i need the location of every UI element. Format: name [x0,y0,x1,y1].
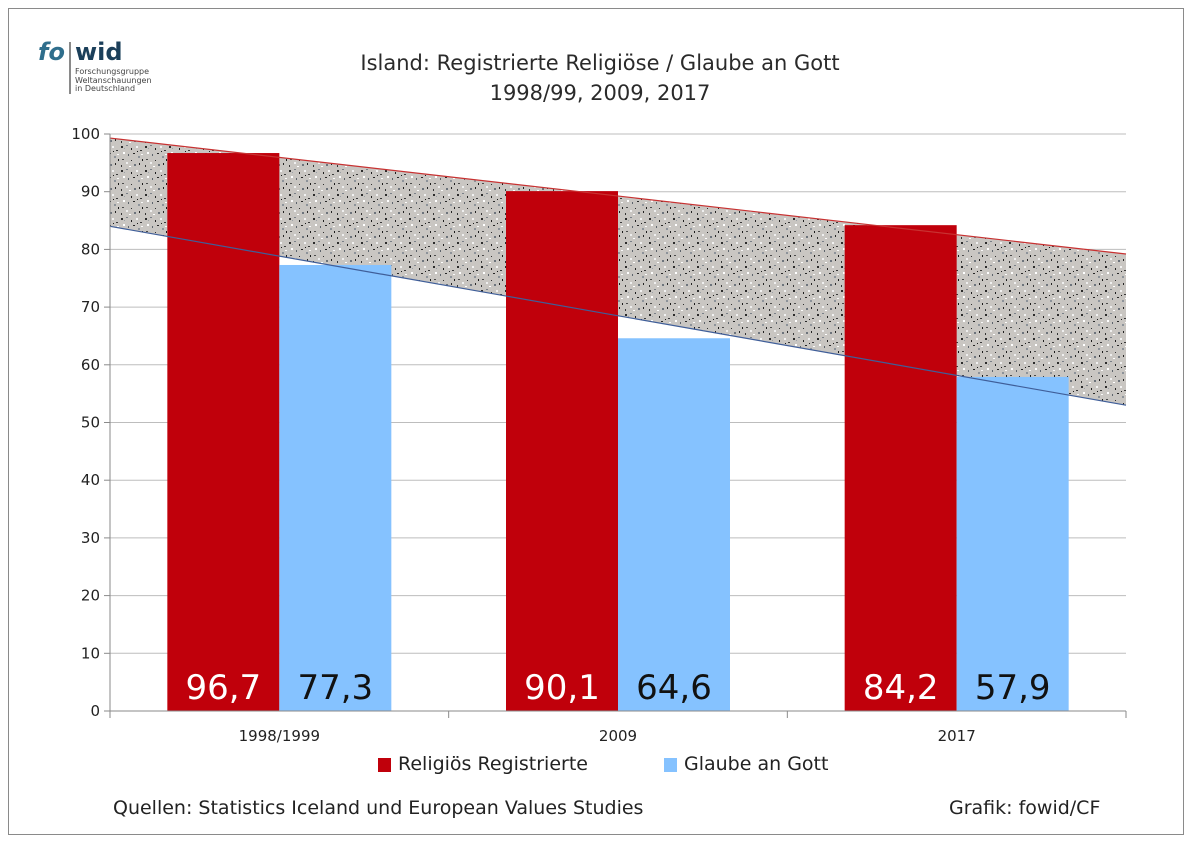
bar-registrierte [167,153,280,711]
y-tick-label: 10 [81,644,100,662]
value-label-glaube: 77,3 [297,668,373,708]
legend-label-registrierte: Religiös Registrierte [398,753,588,775]
logo-line-2: Weltanschauungen [75,75,152,85]
graphic-credit: Grafik: fowid/CF [949,797,1101,819]
x-axis-categories: 1998/1999 2009 2017 [239,727,976,745]
y-axis-ticks: 0 10 20 30 40 50 60 70 80 90 100 [71,125,110,720]
y-tick-label: 30 [81,529,100,547]
bar-series [167,153,1069,712]
y-tick-label: 70 [81,298,100,316]
chart-title-line-2: 1998/99, 2009, 2017 [489,81,711,105]
y-tick-label: 90 [81,183,100,201]
legend-swatch-glaube [664,758,677,772]
bar-registrierte [506,191,618,712]
bar-value-labels: 96,7 90,1 84,2 77,3 64,6 57,9 [185,668,1050,708]
trend-line-lower [109,225,1127,406]
fowid-logo: fo wid Forschungsgruppe Weltanschauungen… [38,38,158,98]
y-tick-label: 100 [71,125,100,143]
logo-mark-wid: wid [75,38,123,66]
chart-frame [8,8,1184,835]
trend-line-upper [109,137,1127,255]
y-tick-label: 20 [81,587,100,605]
x-category-label: 2009 [599,727,637,745]
x-category-label: 1998/1999 [239,727,320,745]
value-label-glaube: 64,6 [636,668,712,708]
bar-glaube [956,376,1069,711]
bar-glaube [279,264,392,711]
bar-registrierte [844,225,957,711]
y-tick-label: 80 [81,240,100,258]
value-label-registrierte: 84,2 [863,668,939,708]
x-category-label: 2017 [938,727,976,745]
y-tick-label: 0 [90,702,100,720]
y-tick-label: 40 [81,471,100,489]
y-tick-label: 50 [81,414,100,432]
source-note: Quellen: Statistics Iceland und European… [113,797,644,819]
chart-title-line-1: Island: Registrierte Religiöse / Glaube … [360,51,840,75]
value-label-glaube: 57,9 [975,668,1051,708]
logo-subtitle: Forschungsgruppe Weltanschauungen in Deu… [75,67,175,94]
chart-title: Island: Registrierte Religiöse / Glaube … [250,48,950,108]
y-tick-label: 60 [81,356,100,374]
logo-line-1: Forschungsgruppe [75,67,150,76]
legend-label-glaube: Glaube an Gott [684,753,829,775]
logo-divider [69,42,71,94]
value-label-registrierte: 96,7 [185,668,261,708]
value-label-registrierte: 90,1 [524,668,600,708]
logo-mark-fo: fo [38,38,65,66]
legend-swatch-registrierte [378,758,391,772]
bar-glaube [618,338,730,711]
logo-line-3: in Deutschland [75,84,136,93]
